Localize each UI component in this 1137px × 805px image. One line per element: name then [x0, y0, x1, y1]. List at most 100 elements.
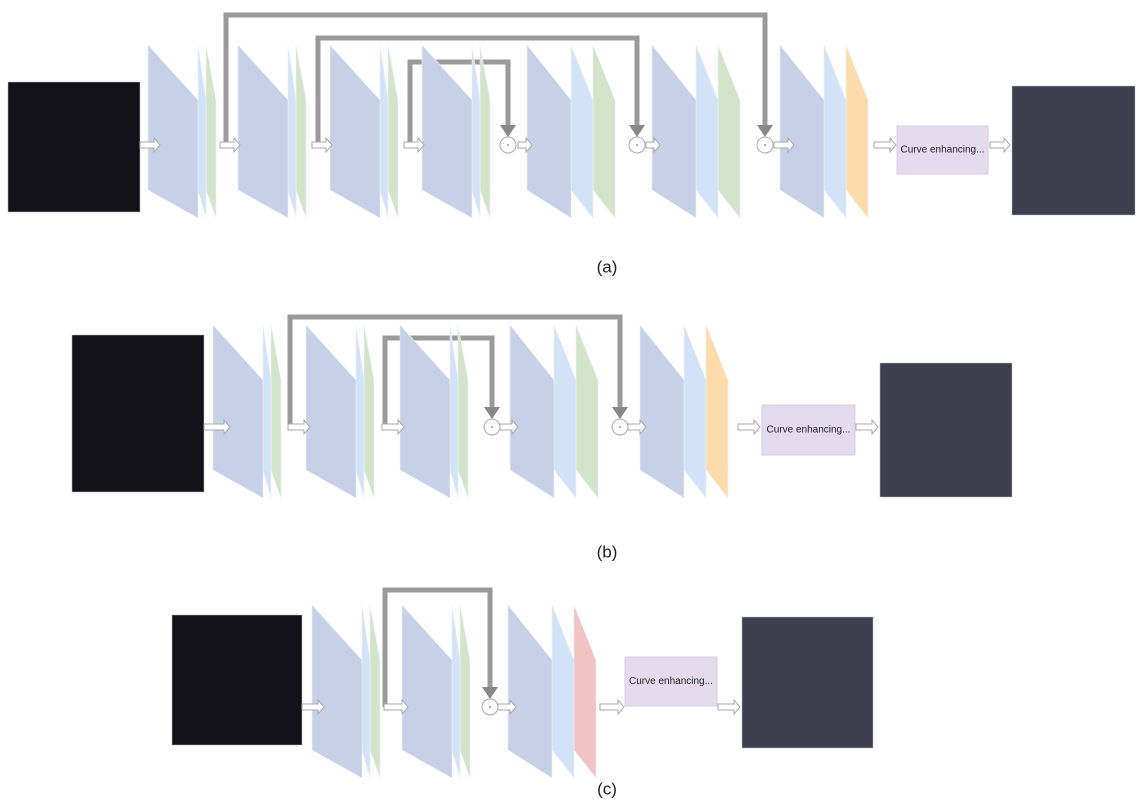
arrow [301, 698, 325, 716]
feature-layer [683, 324, 707, 499]
skip-connection [382, 587, 493, 707]
skip-arrowhead [757, 125, 773, 137]
image [879, 362, 1013, 498]
feature-layer [379, 44, 389, 219]
add-dot [636, 144, 638, 146]
feature-layer [695, 44, 719, 219]
curve-label: Curve enhancing... [767, 425, 851, 436]
skip-connection [315, 35, 640, 145]
feature-layer [212, 324, 264, 499]
arrow [737, 418, 761, 436]
feature-layer [573, 604, 597, 779]
feature-layer [147, 44, 199, 219]
skip-arrowhead [612, 407, 628, 419]
arrow [645, 136, 661, 154]
diagram: Curve enhancing... (a) Curve enhancing... (… [7, 12, 1136, 798]
curve-label: Curve enhancing... [901, 145, 985, 156]
feature-layer [553, 324, 577, 499]
arrow [717, 698, 741, 716]
feature-layer [526, 44, 572, 219]
arrow [873, 136, 897, 154]
skip-arrowhead [482, 687, 498, 699]
feature-layer [305, 324, 357, 499]
caption: (a) [597, 257, 618, 276]
feature-layer [479, 44, 491, 219]
image [171, 614, 303, 746]
feature-layer [509, 324, 555, 499]
curve-box [761, 404, 856, 456]
feature-layer [329, 44, 381, 219]
skip-connection [287, 314, 623, 427]
feature-layer [363, 324, 375, 499]
curve-box [896, 125, 989, 175]
feature-layer [270, 324, 282, 499]
feature-layer [779, 44, 825, 219]
image [741, 616, 874, 749]
caption: (b) [597, 542, 618, 561]
arrow [599, 698, 625, 716]
feature-layer [551, 604, 575, 779]
curve-label: Curve enhancing... [629, 676, 713, 687]
add-dot [619, 426, 621, 428]
feature-layer [387, 44, 399, 219]
feature-layer [823, 44, 847, 219]
arrow [403, 136, 425, 154]
add-dot [491, 426, 493, 428]
feature-layer [295, 44, 307, 219]
add-dot [507, 144, 509, 146]
feature-layer [311, 604, 363, 779]
add-dot [489, 706, 491, 708]
feature-layer [401, 604, 453, 779]
feature-layer [459, 604, 471, 779]
curve-box [624, 656, 718, 707]
feature-layer [457, 324, 469, 499]
arrow [499, 418, 519, 436]
image [1011, 85, 1136, 216]
skip-arrowhead [484, 407, 500, 419]
feature-layer [717, 44, 741, 219]
feature-layer [421, 44, 473, 219]
skip-connection [407, 59, 511, 145]
arrow [383, 698, 409, 716]
arrow [627, 418, 647, 436]
feature-layer [205, 44, 217, 219]
image [71, 334, 205, 493]
skip-connection [382, 335, 495, 427]
feature-layer [705, 324, 729, 499]
add-dot [764, 144, 766, 146]
feature-layer [355, 324, 365, 499]
feature-layer [262, 324, 272, 499]
feature-layer [287, 44, 297, 219]
feature-layer [592, 44, 616, 219]
feature-layer [651, 44, 697, 219]
arrow [855, 418, 879, 436]
feature-layer [471, 44, 481, 219]
arrow [773, 136, 795, 154]
feature-layer [237, 44, 289, 219]
arrow [287, 418, 311, 436]
feature-layer [639, 324, 685, 499]
skip-arrowhead [500, 125, 516, 137]
arrow [311, 136, 333, 154]
feature-layer [507, 604, 553, 779]
arrow [517, 136, 533, 154]
skip-connection [223, 12, 768, 145]
image [7, 81, 141, 213]
feature-layer [369, 604, 381, 779]
feature-layer [845, 44, 869, 219]
caption: (c) [597, 779, 617, 798]
feature-layer [399, 324, 451, 499]
feature-layer [451, 604, 461, 779]
arrow [497, 698, 517, 716]
skip-arrowhead [629, 125, 645, 137]
arrow [381, 418, 405, 436]
feature-layer [575, 324, 599, 499]
arrow [989, 136, 1011, 154]
arrow [219, 136, 241, 154]
arrow [139, 136, 161, 154]
feature-layer [361, 604, 371, 779]
arrow [203, 418, 231, 436]
feature-layer [570, 44, 594, 219]
feature-layer [197, 44, 207, 219]
